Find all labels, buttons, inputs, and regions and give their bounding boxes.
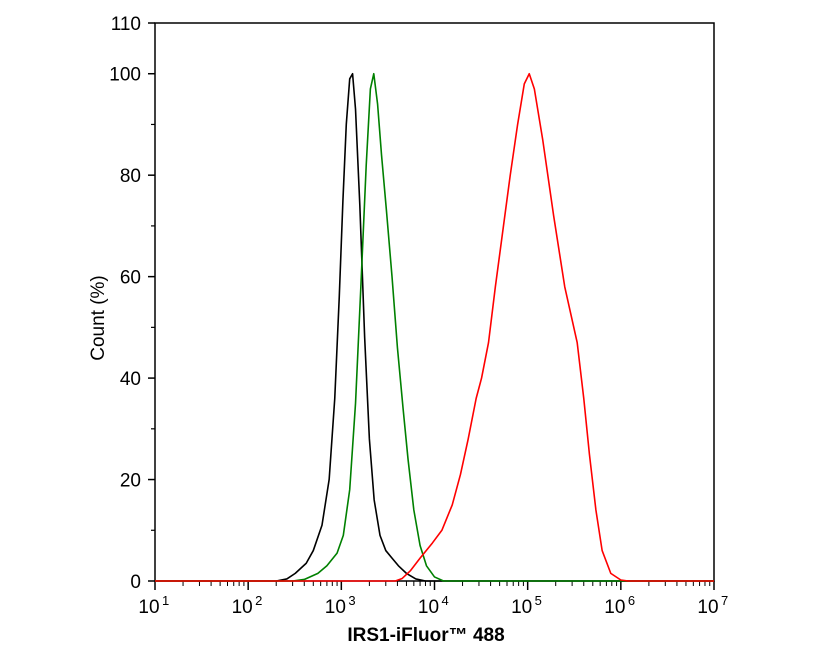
histogram-series-2 — [155, 72, 714, 582]
x-axis-label: IRS1-iFluor™ 488 — [347, 625, 504, 646]
series-layer — [155, 72, 714, 582]
y-tick-label: 110 — [111, 14, 141, 35]
x-tick-exponent: 2 — [255, 593, 262, 608]
x-tick-label: 10 — [325, 597, 346, 618]
histogram-series-0 — [155, 72, 714, 582]
x-tick-label: 10 — [697, 597, 718, 618]
x-tick-exponent: 6 — [628, 593, 635, 608]
x-tick-exponent: 4 — [442, 593, 449, 608]
x-tick-exponent: 7 — [721, 593, 728, 608]
x-tick-label: 10 — [604, 597, 625, 618]
plot-area — [154, 22, 715, 582]
y-tick-label: 80 — [120, 166, 141, 187]
y-axis-label: Count (%) — [88, 275, 109, 361]
x-tick-label: 10 — [511, 597, 532, 618]
y-axis: 0 20 40 60 80 100 110 — [109, 14, 155, 593]
x-tick-exponent: 1 — [162, 593, 169, 608]
histogram-series-1 — [155, 72, 714, 582]
y-tick-label: 0 — [130, 572, 141, 593]
x-tick-label: 10 — [418, 597, 439, 618]
y-tick-label: 40 — [120, 369, 141, 390]
y-tick-label: 100 — [109, 65, 141, 86]
x-tick-exponent: 5 — [535, 593, 542, 608]
y-tick-label: 20 — [120, 471, 141, 492]
x-tick-exponent: 3 — [348, 593, 355, 608]
y-tick-label: 60 — [120, 268, 141, 289]
x-axis: 10 1 10 2 10 3 10 4 10 5 10 6 10 7 — [138, 581, 728, 618]
x-tick-label: 10 — [232, 597, 253, 618]
x-tick-label: 10 — [138, 597, 159, 618]
